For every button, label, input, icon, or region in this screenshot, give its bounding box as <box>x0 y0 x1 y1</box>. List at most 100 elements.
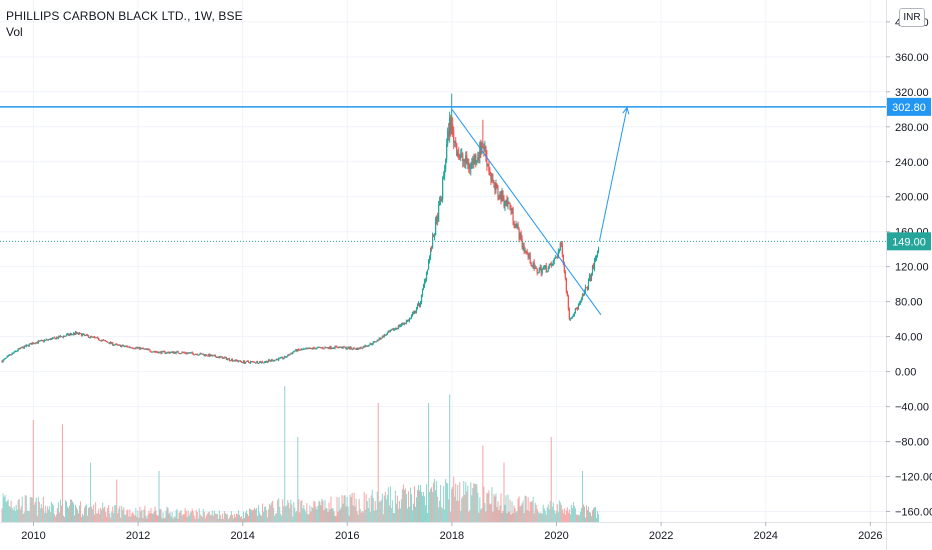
volume-bar <box>461 498 463 522</box>
candle-body <box>561 244 563 255</box>
candle-body <box>132 348 134 350</box>
volume-bar <box>440 485 442 522</box>
volume-bar <box>191 508 193 522</box>
candle-body <box>475 154 477 163</box>
candle-body <box>146 348 148 350</box>
volume-bar <box>398 501 400 522</box>
candle-body <box>244 362 247 364</box>
candle-body <box>154 351 156 353</box>
volume-bar <box>485 511 487 522</box>
volume-bar <box>359 508 361 522</box>
candle-body <box>378 337 380 341</box>
volume-bar <box>334 515 336 522</box>
candle-body <box>321 347 323 349</box>
volume-bar <box>523 513 525 522</box>
candle-body <box>524 250 526 252</box>
candle-body <box>152 351 154 353</box>
volume-bar <box>584 517 586 522</box>
volume-bar <box>34 501 36 522</box>
candle-body <box>15 351 17 353</box>
candle-body <box>569 318 571 320</box>
candle-body <box>204 354 206 356</box>
candle-body <box>520 232 522 239</box>
candle-body <box>431 236 434 249</box>
candle-body <box>293 351 295 353</box>
candle-body <box>162 351 164 353</box>
volume-bar <box>297 437 299 522</box>
volume-bar <box>309 505 311 522</box>
volume-bar <box>108 505 110 522</box>
volume-bar <box>55 514 57 522</box>
volume-bar <box>63 516 65 522</box>
candle-body <box>81 334 84 337</box>
volume-bar <box>45 512 47 522</box>
candle-body <box>158 351 160 354</box>
currency-button[interactable]: INR <box>899 8 925 27</box>
volume-bar <box>86 504 88 522</box>
volume-bar <box>321 498 323 522</box>
volume-bar <box>153 511 155 522</box>
candle-body <box>183 352 185 354</box>
candle-body <box>412 312 415 314</box>
volume-bar <box>156 515 158 522</box>
candle-body <box>434 220 437 235</box>
volume-bar <box>436 480 438 522</box>
candle-body <box>205 354 207 356</box>
volume-bar <box>300 501 302 522</box>
volume-bar <box>197 518 199 522</box>
volume-bar <box>255 509 257 522</box>
candle-body <box>574 308 577 314</box>
volume-bar <box>463 481 465 522</box>
volume-bar <box>457 484 459 522</box>
candle-body <box>512 208 514 222</box>
candle-body <box>513 221 515 225</box>
candle-body <box>496 183 498 188</box>
candle-body <box>388 331 390 333</box>
candle-body <box>420 294 423 304</box>
volume-bar <box>338 497 340 522</box>
volume-bar <box>298 499 300 522</box>
candle-body <box>202 354 204 356</box>
volume-bar <box>537 511 539 522</box>
volume-bar <box>167 508 169 522</box>
candle-body <box>317 347 319 349</box>
volume-bar <box>131 513 133 522</box>
volume-bar <box>381 493 383 522</box>
volume-bar <box>444 509 446 522</box>
volume-bar <box>580 508 582 522</box>
volume-bar <box>136 516 138 522</box>
candle-body <box>444 168 446 176</box>
volume-bar <box>259 512 261 522</box>
volume-bar <box>230 511 232 522</box>
candle-body <box>222 357 224 359</box>
candle-body <box>274 359 276 361</box>
candle-body <box>498 195 500 200</box>
volume-bar <box>177 518 179 522</box>
candle-body <box>465 155 467 163</box>
volume-bar <box>594 507 596 522</box>
volume-bar <box>533 513 535 522</box>
volume-bar <box>517 498 519 522</box>
time-tick-label: 2024 <box>753 530 777 542</box>
volume-bar <box>173 516 175 522</box>
candle-body <box>546 271 548 273</box>
candle-body <box>375 341 377 343</box>
candle-body <box>80 333 83 337</box>
volume-bar <box>395 503 397 522</box>
volume-bar <box>28 510 30 522</box>
volume-bar <box>236 514 238 522</box>
candle-body <box>256 361 259 364</box>
candle-body <box>361 348 363 350</box>
volume-bar <box>315 506 317 522</box>
volume-bar <box>317 505 319 522</box>
volume-bar <box>66 506 68 522</box>
candle-body <box>224 357 226 359</box>
time-tick-label: 2022 <box>649 530 673 542</box>
candle-body <box>283 358 285 360</box>
volume-bar <box>218 510 220 522</box>
volume-bar <box>180 510 182 522</box>
volume-bar <box>330 496 332 522</box>
volume-bar <box>480 509 482 522</box>
candle-body <box>288 354 290 356</box>
